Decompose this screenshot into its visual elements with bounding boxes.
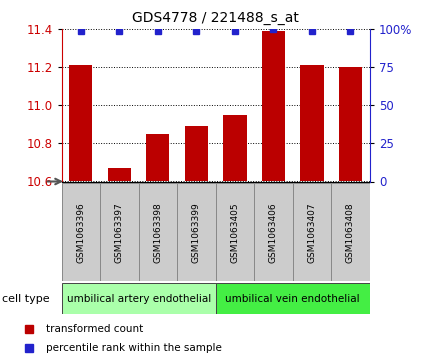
Bar — [69, 65, 92, 182]
Text: GSM1063397: GSM1063397 — [115, 202, 124, 263]
Bar — [339, 67, 362, 182]
Text: GSM1063396: GSM1063396 — [76, 202, 85, 263]
Text: percentile rank within the sample: percentile rank within the sample — [46, 343, 222, 353]
Text: umbilical vein endothelial: umbilical vein endothelial — [225, 294, 360, 303]
Bar — [300, 65, 323, 182]
Text: GSM1063407: GSM1063407 — [307, 202, 317, 263]
Bar — [224, 115, 246, 182]
Bar — [215, 283, 370, 314]
Bar — [100, 183, 139, 281]
Text: GSM1063406: GSM1063406 — [269, 202, 278, 263]
Bar — [215, 183, 254, 281]
Bar — [108, 168, 131, 182]
Text: cell type: cell type — [2, 294, 50, 303]
Bar — [62, 283, 215, 314]
Bar — [62, 183, 100, 281]
Text: GSM1063398: GSM1063398 — [153, 202, 162, 263]
Text: GSM1063408: GSM1063408 — [346, 202, 355, 263]
Title: GDS4778 / 221488_s_at: GDS4778 / 221488_s_at — [132, 11, 299, 25]
Text: GSM1063405: GSM1063405 — [230, 202, 239, 263]
Text: umbilical artery endothelial: umbilical artery endothelial — [67, 294, 211, 303]
Bar — [146, 134, 170, 182]
Text: GSM1063399: GSM1063399 — [192, 202, 201, 263]
Bar — [254, 183, 293, 281]
Text: transformed count: transformed count — [46, 323, 143, 334]
Bar — [262, 31, 285, 182]
Bar — [185, 126, 208, 182]
Bar — [177, 183, 215, 281]
Bar — [331, 183, 370, 281]
Bar — [139, 183, 177, 281]
Bar — [293, 183, 331, 281]
